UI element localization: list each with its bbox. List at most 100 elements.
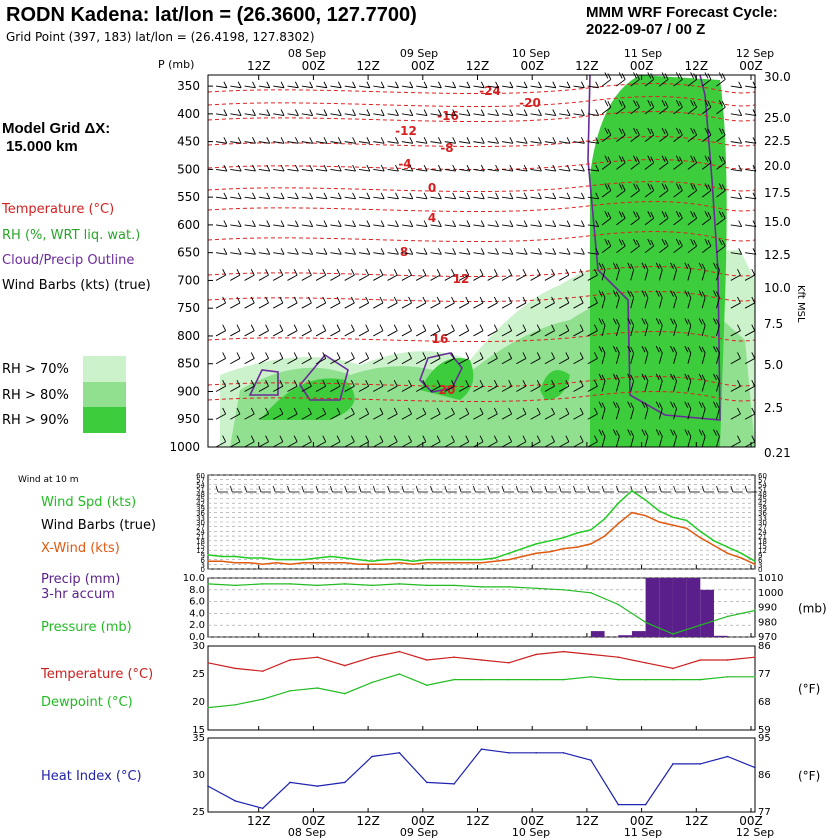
- wind-barb: [230, 330, 241, 337]
- wind-barb-feather: [655, 345, 660, 353]
- wind-barb-feather: [594, 268, 598, 276]
- wind-barb-feather: [409, 164, 414, 172]
- wind-barb-feather: [365, 352, 370, 359]
- wind-barb: [573, 252, 585, 255]
- wind-barb: [630, 436, 635, 448]
- wind-barb: [215, 441, 226, 448]
- wind-barb-feather: [604, 211, 609, 218]
- wind-barb-feather: [250, 407, 255, 415]
- heat-index-panel-right-tick: 86: [758, 770, 771, 781]
- wind-barb-feather: [237, 192, 242, 199]
- wind-barb-feather: [655, 290, 660, 297]
- wind-barb-feather: [479, 268, 484, 276]
- wind-barb: [272, 330, 284, 337]
- series-wind-spd-kts--point: [398, 558, 401, 561]
- temperature-contour: [207, 376, 756, 388]
- series-heat-index-point: [343, 781, 346, 784]
- wind-barb: [516, 252, 528, 255]
- wind-barb: [587, 113, 599, 116]
- wind-barb: [616, 134, 626, 142]
- time-tick-label-bottom: 12Z: [466, 814, 490, 828]
- wind-barb: [444, 330, 455, 337]
- wind-barb-feather: [538, 109, 542, 116]
- wind-barb: [358, 302, 369, 309]
- wind-barb-feather: [393, 380, 398, 387]
- series-wind-spd-kts--point: [207, 554, 209, 556]
- wind-barb: [701, 217, 712, 226]
- wind-barb: [358, 274, 369, 281]
- wind-barb-feather: [379, 324, 384, 331]
- wind-barb-feather: [322, 435, 327, 442]
- wind-barb: [287, 385, 298, 392]
- wind-barb: [358, 358, 369, 365]
- wind-barb-feather: [466, 192, 471, 199]
- series-dewpoint-c--point: [234, 704, 237, 706]
- wind-barb: [687, 380, 692, 392]
- wind-barb-feather: [279, 435, 284, 442]
- wind-barb: [630, 190, 640, 198]
- surface-wind-barb-feather: [244, 485, 247, 493]
- wind-panel-left-tick: 36: [196, 510, 205, 518]
- time-tick-label-bottom: 00Z: [411, 814, 435, 828]
- wind-barb-feather: [252, 109, 256, 116]
- wind-barb-feather: [612, 429, 617, 436]
- wind-barb: [244, 196, 256, 200]
- wind-barb-feather: [380, 248, 385, 255]
- wind-barb: [730, 252, 742, 255]
- wind-barb: [501, 441, 512, 448]
- wind-barb: [501, 274, 512, 281]
- series-wind-spd-kts--point: [658, 510, 661, 512]
- wind-barb: [344, 113, 356, 116]
- wind-barb-feather: [633, 155, 637, 162]
- wind-barb-feather: [595, 192, 600, 199]
- wind-barb-feather: [309, 81, 314, 88]
- wind-barb-feather: [380, 220, 385, 227]
- wind-barb-feather: [294, 109, 299, 116]
- wind-barb: [444, 168, 456, 172]
- wind-barb: [745, 252, 757, 255]
- wind-barb: [544, 358, 555, 365]
- wind-barb-feather: [641, 373, 646, 381]
- precip-panel-right-tick: 970: [758, 632, 777, 643]
- wind-barb: [344, 252, 356, 255]
- wind-barb: [544, 224, 556, 227]
- legend-temperature: Temperature (°C): [2, 202, 115, 217]
- series-x-wind-kts--point: [535, 552, 537, 555]
- rh-legend-swatch-70: [83, 356, 126, 382]
- series-x-wind-kts--point: [672, 524, 674, 526]
- wind-barb-feather: [451, 407, 455, 415]
- wind-barb: [401, 385, 412, 392]
- wind-barb-feather: [713, 290, 717, 297]
- wind-barb: [459, 85, 471, 89]
- wind-barb-feather: [409, 137, 414, 144]
- wind-barb: [601, 408, 606, 420]
- wind-barb-feather: [636, 73, 640, 80]
- wind-barb: [673, 79, 683, 87]
- wind-barb: [659, 245, 669, 254]
- wind-barb-feather: [752, 137, 757, 144]
- wind-barb: [487, 168, 499, 172]
- wind-barb: [730, 113, 742, 116]
- wind-barb-feather: [721, 212, 726, 219]
- wind-barb-feather: [408, 268, 412, 276]
- cloud-outline: [587, 74, 721, 421]
- wind-barb: [458, 413, 469, 420]
- wind-barb-feather: [493, 407, 498, 415]
- wind-barb: [615, 325, 620, 337]
- wind-barb: [301, 385, 312, 392]
- wind-barb-feather: [655, 318, 660, 325]
- wind-barb: [244, 85, 256, 89]
- wind-barb-feather: [480, 137, 485, 144]
- wind-barb: [501, 168, 513, 172]
- kft-tick-label: 30.0: [764, 70, 791, 84]
- series-temperature-c--point: [426, 659, 428, 661]
- wind-barb-feather: [687, 291, 692, 298]
- surface-wind-barb-feather: [658, 485, 662, 493]
- wind-barb: [530, 224, 542, 227]
- label-wind-speed: Wind Spd (kts): [41, 495, 137, 510]
- wind-barb-feather: [718, 127, 723, 135]
- wind-barb: [444, 252, 456, 255]
- wind-barb: [272, 385, 284, 392]
- wind-barb-feather: [237, 109, 242, 116]
- surface-wind-barb-feather: [558, 485, 562, 493]
